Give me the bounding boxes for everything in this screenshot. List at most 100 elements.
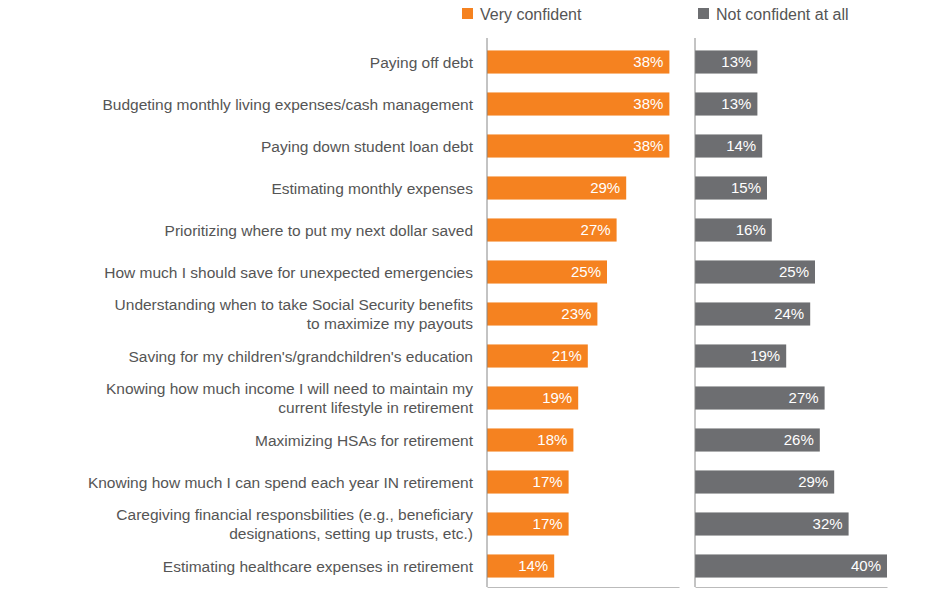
bars-0 (487, 50, 669, 577)
data-label: 38% (633, 95, 663, 112)
x-axis-line (488, 587, 680, 588)
bar (695, 134, 762, 157)
bar (695, 554, 887, 577)
baseline (487, 38, 488, 587)
category-label: Budgeting monthly living expenses/cash m… (102, 96, 473, 113)
category-label-line: Maximizing HSAs for retirement (255, 432, 474, 449)
category-label-line: Knowing how much I can spend each year I… (88, 474, 474, 491)
bar (487, 176, 626, 199)
data-label: 19% (542, 389, 572, 406)
data-label: 16% (736, 221, 766, 238)
chart: 38%38%38%29%27%25%23%21%19%18%17%17%14%V… (0, 0, 943, 595)
bar (695, 50, 757, 73)
x-axis (696, 587, 888, 588)
data-label: 32% (813, 515, 843, 532)
legend-item: Not confident at all (698, 6, 849, 23)
data-labels-1: 13%13%14%15%16%25%24%19%27%26%29%32%40% (721, 53, 881, 574)
bar (487, 50, 669, 73)
category-label-line: Paying off debt (370, 54, 474, 71)
data-label: 27% (581, 221, 611, 238)
bar (695, 218, 772, 241)
data-label: 23% (561, 305, 591, 322)
bar (487, 428, 573, 451)
y-tick: Maximizing HSAs for retirement (255, 432, 487, 449)
category-label: Knowing how much income I will need to m… (106, 380, 474, 416)
data-labels-0: 38%38%38%29%27%25%23%21%19%18%17%17%14% (518, 53, 663, 574)
data-label: 15% (731, 179, 761, 196)
y-tick: Knowing how much income I will need to m… (106, 380, 487, 416)
bar (487, 302, 597, 325)
data-label: 38% (633, 53, 663, 70)
data-label: 18% (537, 431, 567, 448)
data-label: 29% (798, 473, 828, 490)
category-label-line: Saving for my children's/grandchildren's… (128, 348, 473, 365)
category-label-line: Understanding when to take Social Securi… (115, 296, 474, 313)
y-tick: How much I should save for unexpected em… (104, 264, 487, 281)
category-label: Maximizing HSAs for retirement (255, 432, 474, 449)
y-tick: Saving for my children's/grandchildren's… (128, 348, 487, 365)
bar (695, 386, 825, 409)
data-label: 13% (721, 53, 751, 70)
y-tick: Paying off debt (370, 54, 487, 71)
category-label: Understanding when to take Social Securi… (115, 296, 474, 332)
data-label: 26% (784, 431, 814, 448)
y-tick: Estimating monthly expenses (271, 180, 487, 197)
data-label: 29% (590, 179, 620, 196)
category-label-line: designations, setting up trusts, etc.) (229, 525, 473, 542)
category-label: Knowing how much I can spend each year I… (88, 474, 474, 491)
bar (695, 260, 815, 283)
category-label-line: to maximize my payouts (307, 315, 473, 332)
y-tick: Paying down student loan debt (261, 138, 487, 155)
baseline (695, 38, 696, 587)
data-label: 27% (789, 389, 819, 406)
y-tick: Understanding when to take Social Securi… (115, 296, 487, 332)
y-tick: Prioritizing where to put my next dollar… (165, 222, 487, 239)
data-label: 21% (552, 347, 582, 364)
category-label: Prioritizing where to put my next dollar… (165, 222, 473, 239)
bar (695, 302, 810, 325)
bars-1 (695, 50, 887, 577)
data-label: 19% (750, 347, 780, 364)
category-label-line: Knowing how much income I will need to m… (106, 380, 473, 397)
bar (487, 92, 669, 115)
bar (695, 92, 757, 115)
category-label-line: Estimating healthcare expenses in retire… (163, 558, 474, 575)
data-label: 17% (533, 473, 563, 490)
category-label-line: Estimating monthly expenses (271, 180, 473, 197)
y-tick: Caregiving financial responsbilities (e.… (116, 506, 487, 542)
bar (487, 386, 578, 409)
category-label-line: Prioritizing where to put my next dollar… (165, 222, 473, 239)
category-label: Saving for my children's/grandchildren's… (128, 348, 473, 365)
bar (487, 512, 569, 535)
category-label: How much I should save for unexpected em… (104, 264, 473, 281)
data-label: 38% (633, 137, 663, 154)
data-label: 13% (721, 95, 751, 112)
legend-swatch (698, 8, 709, 19)
y-tick: Estimating healthcare expenses in retire… (163, 558, 487, 575)
data-label: 14% (726, 137, 756, 154)
data-label: 17% (533, 515, 563, 532)
data-label: 24% (774, 305, 804, 322)
x-axis (488, 587, 680, 588)
category-label-line: current lifestyle in retirement (278, 399, 473, 416)
bar (487, 470, 569, 493)
x-axis-line (696, 587, 888, 588)
legend-label: Very confident (480, 6, 582, 23)
bar (487, 554, 554, 577)
y-axis-line (487, 42, 488, 588)
bar (487, 260, 607, 283)
legend-item: Very confident (462, 6, 582, 23)
category-label: Paying off debt (370, 54, 474, 71)
bar (487, 134, 669, 157)
data-label: 14% (518, 557, 548, 574)
legend-swatch (462, 8, 473, 19)
category-label: Caregiving financial responsbilities (e.… (116, 506, 473, 542)
bar (695, 470, 834, 493)
bar (487, 344, 588, 367)
bar (695, 428, 820, 451)
bar (695, 344, 786, 367)
category-label: Estimating healthcare expenses in retire… (163, 558, 474, 575)
y-tick: Budgeting monthly living expenses/cash m… (102, 96, 487, 113)
y-tick: Knowing how much I can spend each year I… (88, 474, 487, 491)
category-label: Estimating monthly expenses (271, 180, 473, 197)
